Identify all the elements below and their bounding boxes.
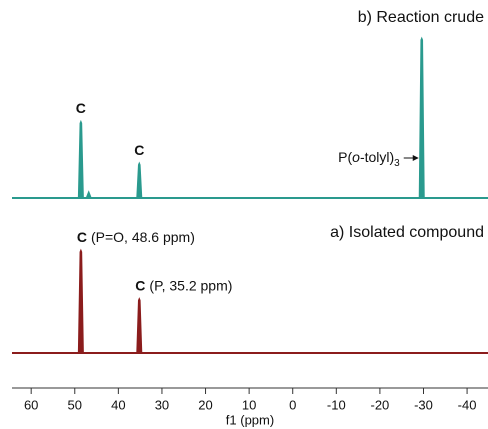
x-tick-label: -30 <box>414 397 433 412</box>
peak-note: (P=O, 48.6 ppm) <box>91 229 195 245</box>
x-axis-label: f1 (ppm) <box>226 412 274 427</box>
peak <box>418 36 425 199</box>
x-tick-label: 60 <box>24 397 38 412</box>
spectrum-title: b) Reaction crude <box>358 9 484 26</box>
peak <box>77 119 84 199</box>
peak-label-atom: C <box>134 142 144 158</box>
x-tick-label: 10 <box>242 397 256 412</box>
peak <box>136 161 143 199</box>
x-tick-label: 40 <box>111 397 125 412</box>
peak-label-atom: C <box>76 100 86 116</box>
peak <box>77 248 84 354</box>
peak-label: C <box>134 142 144 158</box>
peak-note: (P, 35.2 ppm) <box>149 277 232 293</box>
peak <box>85 190 92 199</box>
x-tick-label: 30 <box>155 397 169 412</box>
x-tick-label: -20 <box>370 397 389 412</box>
peak-label: C (P, 35.2 ppm) <box>135 277 232 293</box>
spectrum-title: a) Isolated compound <box>330 224 484 241</box>
peak-label-atom: C <box>135 277 145 293</box>
peak-label: C (P=O, 48.6 ppm) <box>77 229 195 245</box>
annotation-part: 3 <box>394 158 400 169</box>
x-tick-label: 0 <box>289 397 296 412</box>
x-tick-label: 50 <box>68 397 82 412</box>
annotation-part: -tolyl) <box>360 149 394 165</box>
peak-label-atom: C <box>77 229 87 245</box>
peak <box>136 297 143 354</box>
annotation-part: P( <box>338 149 352 165</box>
arrow-head <box>412 155 419 161</box>
x-tick-label: -10 <box>327 397 346 412</box>
x-tick-label: -40 <box>458 397 477 412</box>
peak-annotation: P(o-tolyl)3 <box>338 149 400 169</box>
annotation-part: o <box>352 149 360 165</box>
peak-label: C <box>76 100 86 116</box>
x-tick-label: 20 <box>198 397 212 412</box>
